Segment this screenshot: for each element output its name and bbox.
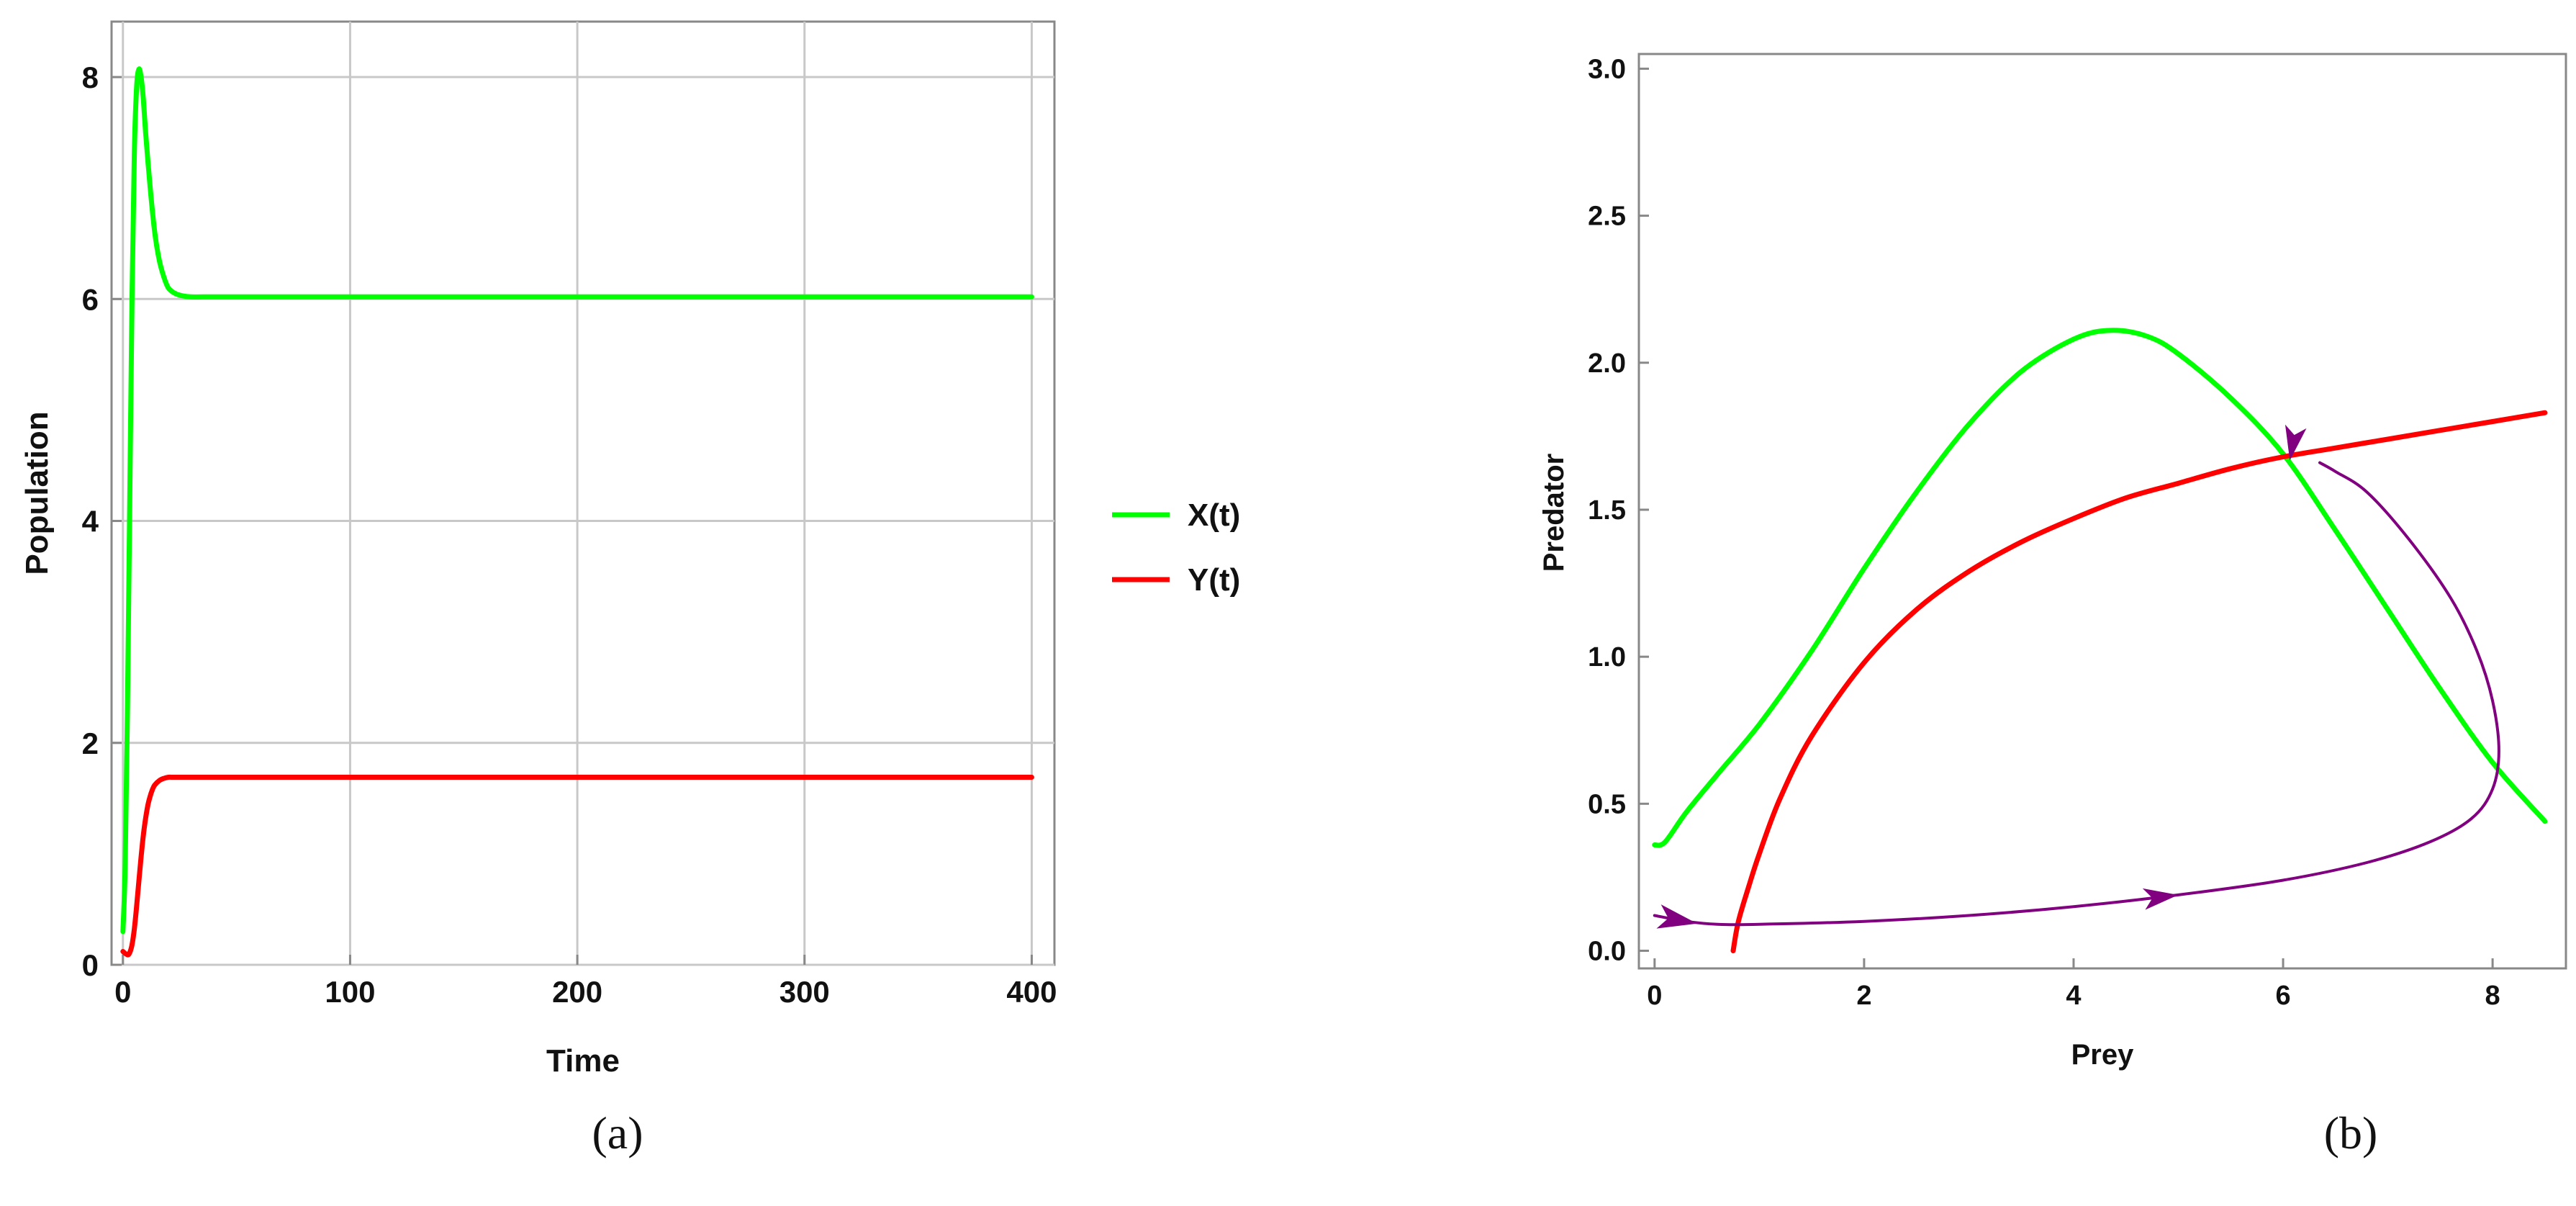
trajectory-arrowhead <box>2142 888 2179 910</box>
panel-b-phase-portrait: 0 2 4 6 8 0.0 0.5 1.0 1.5 2.0 2.5 3.0 Prey Predator <box>1538 53 2567 1071</box>
panel-b-prey-nullcline <box>1652 328 2548 848</box>
panel-b-x-tick-label: 6 <box>2275 981 2290 1011</box>
panel-b-trajectory <box>1653 461 2500 927</box>
panel-a-legend-label: Y(t) <box>1188 562 1240 598</box>
panel-b-x-tick-label: 8 <box>2485 981 2500 1011</box>
panel-b-x-tick-label: 2 <box>1856 981 1871 1011</box>
trajectory-arrowhead <box>2284 424 2307 461</box>
trajectory-arrowhead <box>1656 904 1698 929</box>
panel-a-y-tick-label: 2 <box>82 726 99 760</box>
panel-a-x-tick-label: 100 <box>325 975 375 1009</box>
panel-a-x-axis-label: Time <box>546 1043 620 1079</box>
panel-b-y-tick-label: 1.0 <box>1588 642 1626 672</box>
panel-a-y-tick-label: 0 <box>82 948 99 982</box>
panel-b-ticks: 0 2 4 6 8 0.0 0.5 1.0 1.5 2.0 2.5 3.0 <box>1588 54 2500 1011</box>
panel-a-x-tick-label: 200 <box>552 975 602 1009</box>
panel-a-legend: X(t) Y(t) <box>1112 498 1240 598</box>
panel-a-plot-frame <box>110 20 1056 966</box>
panel-a-x-tick-label: 400 <box>1006 975 1057 1009</box>
panel-a-y-axis-label: Population <box>19 411 55 575</box>
panel-b-x-tick-label: 0 <box>1647 981 1662 1011</box>
panel-b-x-axis-label: Prey <box>2071 1039 2134 1071</box>
caption-a: (a) <box>592 1107 643 1158</box>
panel-b-y-tick-label: 2.5 <box>1588 202 1626 232</box>
panel-b-y-tick-label: 2.0 <box>1588 348 1626 379</box>
panel-a-y-tick-label: 4 <box>82 505 99 539</box>
panel-a-x-tick-label: 0 <box>114 975 131 1009</box>
panel-b-y-tick-label: 1.5 <box>1588 495 1626 526</box>
panel-a-series-line-x <box>120 66 1034 935</box>
panel-b-x-tick-label: 4 <box>2066 981 2081 1011</box>
panel-a-legend-label: X(t) <box>1188 498 1240 533</box>
panel-a-series-line-y <box>120 774 1034 958</box>
panel-a-y-tick-label: 6 <box>82 282 99 316</box>
panel-b-y-axis-label: Predator <box>1538 454 1570 572</box>
panel-b-plot-frame <box>1637 53 2567 970</box>
panel-b-y-tick-label: 0.0 <box>1588 936 1626 966</box>
panel-a-series <box>120 66 1034 958</box>
panel-a-x-tick-label: 300 <box>779 975 830 1009</box>
panel-a-y-tick-label: 8 <box>82 60 99 94</box>
panel-b-y-tick-label: 3.0 <box>1588 54 1626 84</box>
panel-a-ticks: 0 100 200 300 400 0 2 4 6 8 <box>82 60 1057 1009</box>
panel-b-predator-nullcline <box>1730 410 2548 953</box>
panel-b-y-tick-label: 0.5 <box>1588 789 1626 819</box>
panel-a-time-series: 0 100 200 300 400 0 2 4 6 8 Time Population X(t) Y… <box>19 20 1240 1079</box>
caption-b: (b) <box>2324 1107 2378 1158</box>
panel-b-trajectory-arrows <box>1656 424 2307 929</box>
panel-b-series <box>1652 328 2548 953</box>
